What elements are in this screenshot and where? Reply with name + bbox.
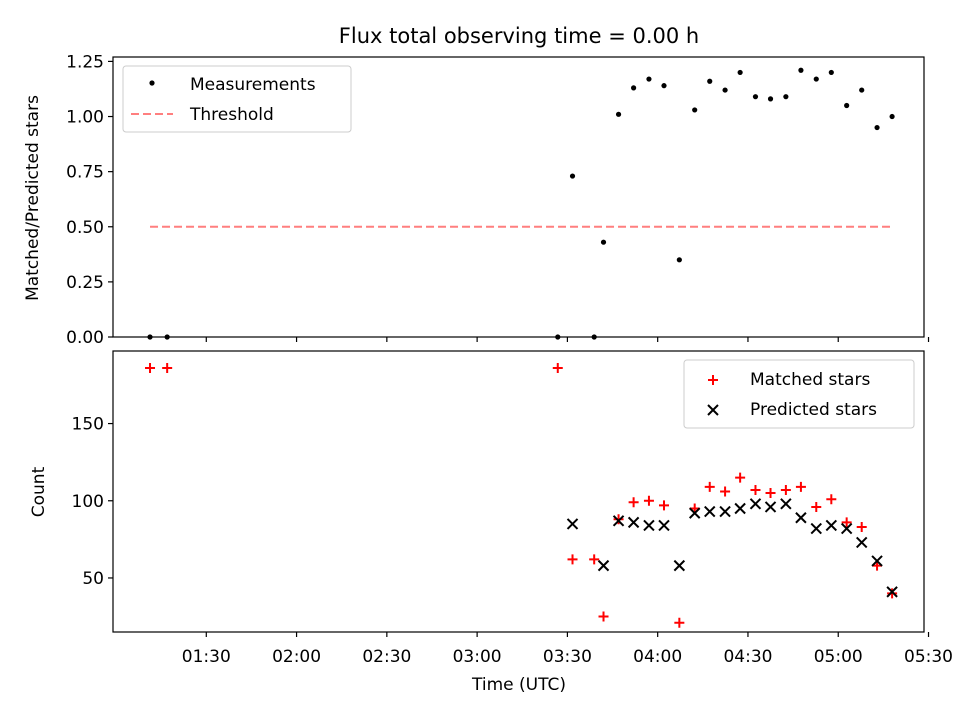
measurements-point — [783, 94, 789, 100]
matched-stars-point — [567, 554, 578, 565]
matched-stars-point — [841, 517, 852, 528]
predicted-stars-point — [871, 555, 883, 567]
measurements-point — [722, 87, 728, 93]
matched-stars-point — [704, 481, 715, 492]
matched-stars-point — [598, 611, 609, 622]
top-y-tick-label: 0.50 — [66, 218, 104, 238]
measurements-point — [600, 239, 607, 245]
matched-stars-point — [720, 486, 731, 497]
measurements-point — [676, 257, 682, 263]
matched-stars-point — [887, 588, 898, 599]
legend-measurements-icon — [149, 80, 155, 86]
matched-stars-point — [765, 488, 776, 499]
bottom-panel-frame — [112, 350, 925, 633]
top-y-axis-label: Matched/Predicted stars — [23, 95, 43, 301]
x-tick-label: 05:30 — [904, 647, 953, 667]
predicted-stars-point — [795, 512, 807, 524]
predicted-stars-point — [719, 505, 731, 518]
matched-stars-point — [589, 554, 600, 565]
measurements-point — [828, 69, 834, 76]
top-y-tick-label: 0.25 — [66, 273, 104, 293]
measurements-point — [692, 107, 698, 113]
x-tick-label: 05:00 — [814, 647, 863, 667]
predicted-stars-point — [673, 559, 686, 572]
predicted-stars-point — [749, 498, 762, 510]
top-y-tick-label: 1.25 — [66, 52, 104, 72]
predicted-stars-point — [566, 518, 579, 530]
top-y-tick-label: 1.00 — [66, 108, 104, 128]
matched-stars-point — [658, 500, 669, 511]
x-axis-label: Time (UTC) — [471, 675, 566, 695]
bottom-legend-box — [683, 359, 915, 429]
predicted-stars-point — [612, 515, 625, 527]
matched-stars-point — [145, 362, 156, 373]
predicted-stars-point — [627, 516, 640, 529]
matched-stars-point — [628, 497, 639, 508]
predicted-stars-point — [825, 519, 838, 532]
top-panel-frame — [112, 56, 925, 338]
predicted-stars-point — [780, 498, 792, 510]
x-tick-label: 03:30 — [543, 647, 592, 667]
matched-stars-point — [613, 514, 624, 525]
matched-stars-point — [811, 501, 822, 512]
measurements-point — [615, 111, 622, 117]
matched-stars-point — [856, 522, 867, 533]
predicted-stars-point — [856, 536, 868, 549]
x-tick-label: 01:30 — [182, 647, 231, 667]
chart-title: Flux total observing time = 0.00 h — [339, 24, 699, 48]
legend-predicted-label: Predicted stars — [750, 400, 877, 420]
measurements-point — [661, 83, 667, 89]
x-tick-label: 04:00 — [633, 647, 682, 667]
measurements-point — [646, 76, 652, 82]
predicted-stars-point — [810, 522, 822, 535]
bottom-y-axis-label: Count — [29, 466, 49, 517]
matched-stars-point — [750, 484, 761, 495]
measurements-point — [813, 76, 819, 82]
x-tick-label: 02:30 — [362, 647, 411, 667]
predicted-stars-point — [688, 507, 701, 519]
matched-stars-point — [643, 495, 654, 506]
matched-stars-point — [552, 362, 563, 373]
bottom-y-tick-label: 100 — [72, 492, 104, 512]
predicted-stars-point — [734, 502, 746, 515]
measurements-point — [631, 85, 637, 91]
measurements-point — [569, 173, 576, 179]
legend-threshold-label: Threshold — [189, 105, 274, 125]
x-tick-label: 04:30 — [723, 647, 772, 667]
matched-stars-point — [795, 481, 806, 492]
top-y-tick-label: 0.75 — [66, 163, 104, 183]
predicted-stars-point — [840, 522, 853, 535]
predicted-stars-point — [764, 501, 777, 513]
matched-stars-point — [826, 494, 837, 505]
legend-matched-icon — [708, 375, 718, 385]
predicted-stars-point — [597, 559, 610, 572]
measurements-point — [737, 69, 743, 76]
legend-matched-label: Matched stars — [750, 370, 870, 390]
measurements-point — [767, 96, 774, 102]
matched-stars-point — [735, 472, 746, 483]
measurements-point — [859, 87, 865, 93]
matched-stars-point — [162, 362, 173, 373]
measurements-point — [874, 124, 880, 131]
measurements-point — [798, 67, 804, 73]
bottom-y-tick-label: 50 — [82, 569, 104, 589]
predicted-stars-point — [658, 519, 670, 532]
bottom-y-tick-label: 150 — [72, 415, 104, 435]
top-legend-box — [122, 65, 352, 133]
x-tick-label: 02:00 — [272, 647, 321, 667]
matched-stars-point — [780, 484, 791, 495]
x-tick-label: 03:00 — [453, 647, 502, 667]
measurements-point — [752, 94, 759, 100]
predicted-stars-point — [704, 505, 716, 518]
matched-stars-point — [674, 617, 685, 628]
measurements-point — [889, 113, 895, 120]
top-y-tick-label: 0.00 — [66, 328, 104, 348]
legend-measurements-label: Measurements — [190, 75, 316, 95]
predicted-stars-point — [643, 519, 655, 532]
legend-predicted-icon — [707, 404, 719, 416]
predicted-stars-point — [886, 586, 898, 598]
measurements-point — [844, 102, 850, 109]
measurements-point — [707, 78, 713, 84]
